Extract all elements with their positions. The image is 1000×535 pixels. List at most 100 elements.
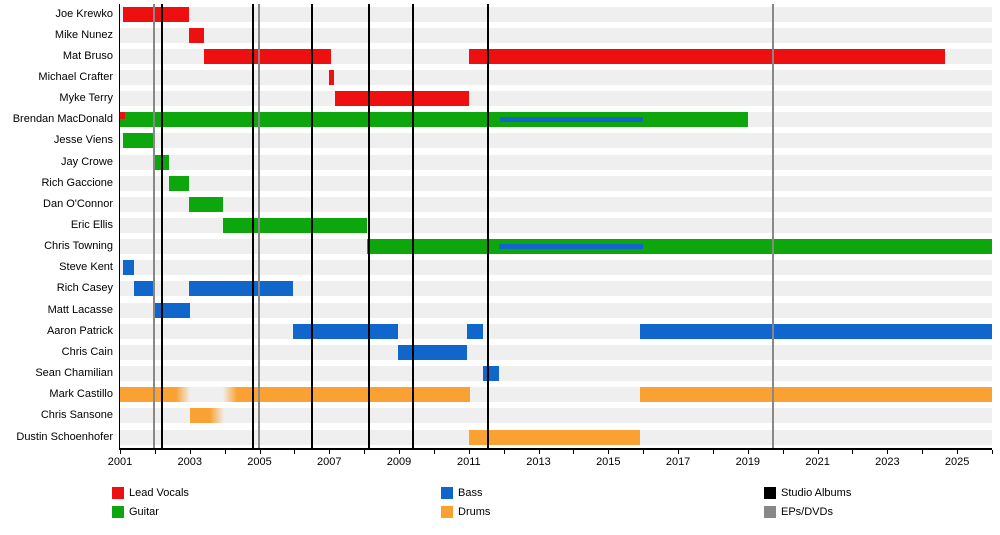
- member-label-myke-terry: Myke Terry: [59, 92, 113, 105]
- bar-joe-krewko-red: [123, 6, 190, 22]
- ep-dvd-line: [771, 4, 774, 448]
- studio-album-line: [251, 4, 254, 448]
- x-axis-label: 2011: [456, 456, 481, 468]
- row-band: [120, 27, 992, 43]
- x-axis-tick: [120, 450, 121, 454]
- x-axis-tick: [154, 450, 156, 454]
- plot-left-border: [119, 4, 120, 448]
- x-axis-tick: [259, 450, 261, 454]
- x-axis-label: 2015: [596, 456, 621, 468]
- member-label-jay-crowe: Jay Crowe: [61, 155, 113, 168]
- member-label-jesse-viens: Jesse Viens: [53, 134, 113, 147]
- member-label-michael-crafter: Michael Crafter: [38, 70, 113, 83]
- bar-myke-terry-red: [334, 91, 469, 107]
- x-axis-tick: [364, 450, 366, 454]
- x-axis-tick: [817, 450, 819, 454]
- bar-jesse-viens-green: [123, 133, 155, 149]
- member-label-brendan-macdonald: Brendan MacDonald: [12, 113, 113, 126]
- x-axis-tick: [852, 450, 854, 454]
- bar-chris-sansone-orange: [189, 408, 224, 424]
- x-axis-label: 2019: [735, 456, 761, 468]
- x-axis-tick: [399, 450, 401, 454]
- x-axis-label: 2025: [944, 456, 970, 468]
- x-axis-tick: [643, 450, 645, 454]
- member-label-joe-krewko: Joe Krewko: [55, 7, 113, 20]
- bar-aaron-patrick-blue: [467, 323, 483, 339]
- x-axis-tick: [224, 450, 226, 454]
- row-band: [120, 175, 992, 191]
- x-axis-line: [119, 448, 992, 450]
- member-label-sean-chamilian: Sean Chamilian: [35, 367, 113, 380]
- legend-label: Studio Albums: [781, 487, 852, 499]
- x-axis-tick: [608, 450, 610, 454]
- bar-chris-cain-blue: [397, 344, 468, 360]
- member-label-rich-gaccione: Rich Gaccione: [41, 176, 113, 189]
- bar-steve-kent-blue: [122, 260, 134, 276]
- x-axis-label: 2017: [665, 456, 691, 468]
- member-label-mike-nunez: Mike Nunez: [54, 28, 113, 41]
- x-axis-tick: [573, 450, 575, 454]
- x-axis-tick: [678, 450, 680, 454]
- x-axis-label: 2005: [247, 456, 272, 468]
- bar-aaron-patrick-blue: [639, 323, 992, 339]
- member-label-chris-towning: Chris Towning: [44, 240, 113, 253]
- bar-chris-towning-green: [366, 239, 992, 255]
- row-band: [120, 154, 992, 170]
- row-band: [120, 344, 992, 360]
- legend-swatch-orange: [441, 506, 453, 518]
- x-axis-tick: [957, 450, 959, 454]
- bar-rich-gaccione-green: [168, 175, 190, 191]
- row-band: [120, 196, 992, 212]
- x-axis-label: 2021: [805, 456, 830, 468]
- x-axis-tick: [538, 450, 540, 454]
- bar-eric-ellis-green: [222, 218, 367, 233]
- legend-swatch-blue: [441, 487, 453, 499]
- member-label-matt-lacasse: Matt Lacasse: [47, 303, 113, 316]
- bar-dustin-schoenhofer-orange: [468, 429, 640, 445]
- bar-mat-bruso-red: [203, 48, 331, 64]
- row-band: [120, 366, 992, 382]
- x-axis-tick: [329, 450, 331, 454]
- x-axis-label: 2013: [526, 456, 551, 468]
- x-axis-tick: [922, 450, 924, 454]
- row-band: [120, 260, 992, 276]
- legend-swatch-red: [112, 487, 124, 499]
- row-band: [120, 281, 992, 297]
- member-label-eric-ellis: Eric Ellis: [70, 219, 113, 231]
- bar-matt-lacasse-blue: [153, 302, 190, 318]
- ep-dvd-line: [257, 4, 260, 448]
- x-axis-label: 2001: [107, 456, 133, 468]
- x-axis-tick: [503, 450, 505, 454]
- x-axis-label: 2007: [317, 456, 342, 468]
- x-axis-tick: [992, 450, 993, 454]
- member-label-dan-o-connor: Dan O'Connor: [43, 197, 113, 210]
- bar-mark-castillo-orange: [222, 387, 470, 403]
- x-axis-tick: [189, 450, 191, 454]
- legend-label: Lead Vocals: [129, 487, 189, 499]
- row-band: [120, 408, 992, 424]
- legend-label: EPs/DVDs: [781, 506, 833, 518]
- member-label-rich-casey: Rich Casey: [56, 282, 113, 295]
- x-axis-tick: [433, 450, 435, 454]
- vocal-mark-brendan-macdonald: [120, 112, 126, 120]
- x-axis-label: 2003: [177, 456, 202, 468]
- member-label-mat-bruso: Mat Bruso: [62, 49, 113, 62]
- bar-aaron-patrick-blue: [293, 323, 398, 339]
- x-axis-tick: [294, 450, 296, 454]
- x-axis-tick: [712, 450, 714, 454]
- x-axis-label: 2023: [875, 456, 900, 468]
- legend-label: Bass: [458, 487, 483, 499]
- studio-album-line: [486, 4, 489, 448]
- row-band: [120, 6, 992, 22]
- legend-label: Guitar: [129, 506, 159, 518]
- bar-rich-casey-blue: [133, 281, 154, 297]
- bar-rich-casey-blue: [189, 281, 293, 297]
- studio-album-line: [160, 4, 163, 448]
- bar-mat-bruso-red: [468, 48, 945, 64]
- x-axis-tick: [468, 450, 470, 454]
- member-label-aaron-patrick: Aaron Patrick: [46, 324, 113, 337]
- bar-sean-chamilian-blue: [482, 366, 500, 382]
- x-axis-tick: [747, 450, 749, 454]
- member-label-dustin-schoenhofer: Dustin Schoenhofer: [16, 430, 113, 443]
